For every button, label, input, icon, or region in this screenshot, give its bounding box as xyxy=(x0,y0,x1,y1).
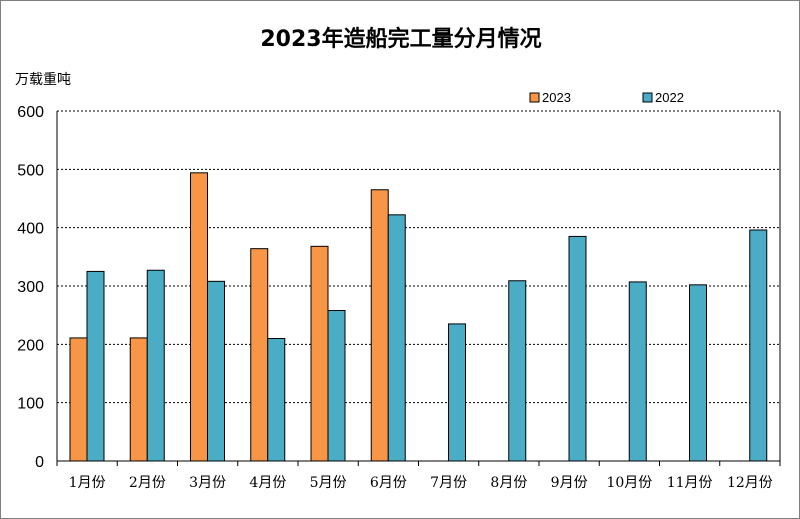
x-tick-label: 4月份 xyxy=(249,475,286,491)
bar-2022 xyxy=(207,280,225,462)
y-tick-label: 500 xyxy=(17,162,44,179)
bar-2022 xyxy=(448,323,466,462)
bar-2022 xyxy=(508,280,527,462)
bar-2023 xyxy=(69,337,88,462)
x-tick-label: 5月份 xyxy=(310,475,347,491)
y-tick-label: 300 xyxy=(17,279,44,296)
x-tick-label: 7月份 xyxy=(430,475,467,491)
bar-2023 xyxy=(190,172,208,462)
chart-title: 2023年造船完工量分月情况 xyxy=(260,27,542,52)
bar-2023 xyxy=(370,189,389,462)
bar-2022 xyxy=(568,235,587,462)
x-tick-label: 10月份 xyxy=(606,475,652,491)
x-tick-label: 3月份 xyxy=(189,475,226,491)
bar-2022 xyxy=(146,269,165,462)
bar-2022 xyxy=(387,214,406,462)
x-tick-label: 2月份 xyxy=(129,475,166,491)
bar-2022 xyxy=(327,310,346,462)
bar-2022 xyxy=(749,229,768,462)
y-axis-unit-label: 万载重吨 xyxy=(15,72,71,88)
legend-swatch-2023 xyxy=(529,92,540,103)
x-tick-label: 9月份 xyxy=(551,475,588,491)
x-tick-label: 12月份 xyxy=(727,475,773,491)
y-tick-label: 400 xyxy=(17,221,44,238)
x-tick-label: 6月份 xyxy=(370,475,407,491)
legend-swatch-2022 xyxy=(642,92,653,103)
y-tick-label: 200 xyxy=(17,337,44,354)
bar-2022 xyxy=(628,281,647,462)
x-tick-label: 8月份 xyxy=(490,475,527,491)
x-tick-label: 1月份 xyxy=(69,475,106,491)
y-tick-label: 600 xyxy=(17,104,44,121)
legend-label-2023: 2023 xyxy=(542,90,571,105)
legend-label-2022: 2022 xyxy=(655,90,684,105)
y-tick-label: 100 xyxy=(17,396,44,413)
y-tick-label: 0 xyxy=(35,454,44,471)
bar-2023 xyxy=(310,245,329,462)
bar-2023 xyxy=(129,337,148,462)
bar-2022 xyxy=(689,284,707,462)
x-tick-label: 11月份 xyxy=(667,475,713,491)
bar-2022 xyxy=(267,338,286,462)
bar-2023 xyxy=(250,248,269,462)
bar-2022 xyxy=(86,270,105,462)
